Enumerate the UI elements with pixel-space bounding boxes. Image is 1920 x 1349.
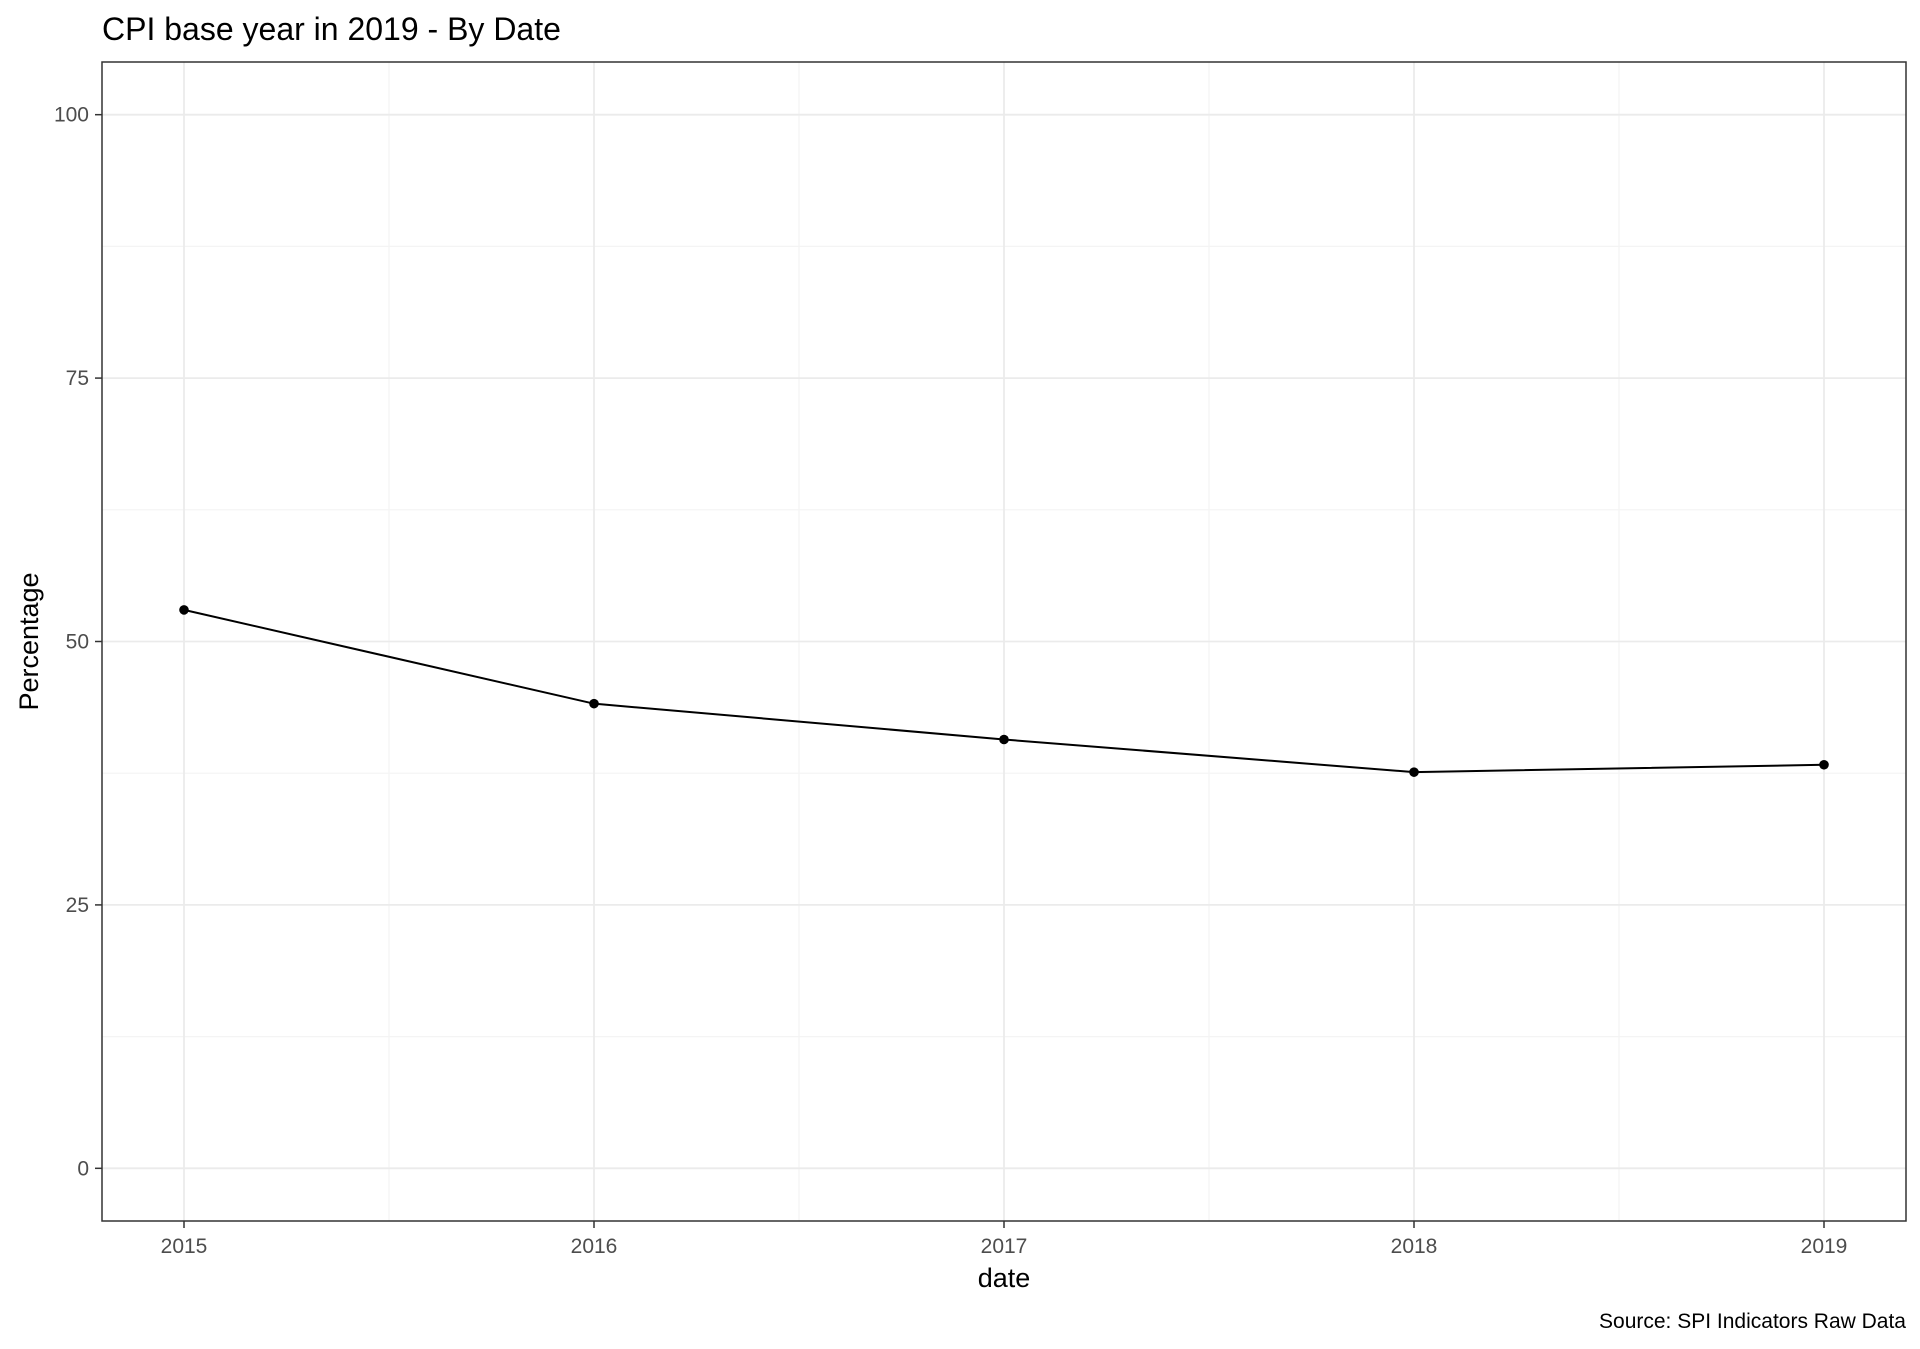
data-point bbox=[1409, 767, 1419, 777]
x-tick-label: 2017 bbox=[981, 1235, 1028, 1258]
axis-ticks: 0 25 50 75 100 2015 2016 2017 2018 2019 bbox=[54, 104, 1847, 1258]
y-axis-title: Percentage bbox=[14, 572, 44, 710]
source-caption: Source: SPI Indicators Raw Data bbox=[1599, 1310, 1906, 1333]
series-layer bbox=[179, 605, 1829, 777]
y-tick-label: 50 bbox=[66, 631, 89, 654]
y-tick-label: 100 bbox=[54, 104, 89, 127]
chart-title: CPI base year in 2019 - By Date bbox=[102, 11, 561, 47]
y-tick-label: 0 bbox=[77, 1157, 89, 1180]
y-tick-label: 75 bbox=[66, 367, 89, 390]
y-tick-label: 25 bbox=[66, 894, 89, 917]
x-tick-label: 2016 bbox=[571, 1235, 618, 1258]
grid-lines bbox=[102, 62, 1906, 1221]
x-tick-label: 2019 bbox=[1801, 1235, 1848, 1258]
data-point bbox=[1819, 759, 1829, 770]
data-point bbox=[179, 605, 189, 615]
data-point bbox=[999, 734, 1009, 745]
data-point bbox=[589, 698, 599, 709]
x-axis-title: date bbox=[978, 1263, 1031, 1293]
x-tick-label: 2018 bbox=[1391, 1235, 1438, 1258]
x-tick-label: 2015 bbox=[161, 1235, 208, 1258]
